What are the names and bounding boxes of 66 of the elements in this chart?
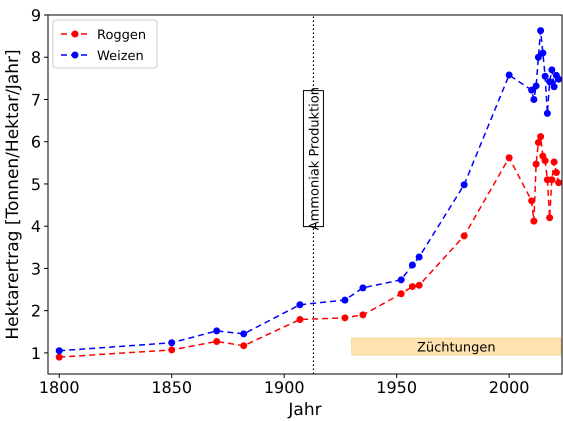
x-tick-label: 2000 — [488, 378, 530, 397]
point — [341, 296, 348, 304]
point — [416, 282, 423, 289]
point — [296, 316, 304, 324]
ref-line-label: Ammoniak Produktion — [307, 87, 322, 230]
point — [213, 327, 220, 334]
point — [530, 218, 538, 225]
x-tick-label: 1800 — [38, 378, 80, 397]
y-tick-label: 3 — [30, 259, 41, 278]
y-tick-label: 5 — [30, 174, 41, 194]
point — [359, 311, 366, 318]
point — [359, 284, 366, 292]
point — [532, 82, 540, 90]
y-tick-label: 6 — [30, 132, 41, 152]
y-axis-title: Hektarertrag [Tonnen/Hektar/Jahr] — [3, 49, 23, 340]
point — [460, 181, 468, 188]
point — [555, 76, 562, 83]
point — [542, 72, 549, 80]
x-tick-label: 1850 — [151, 378, 192, 397]
point — [506, 71, 513, 78]
point — [168, 339, 176, 346]
point — [542, 157, 549, 164]
legend-label: Weizen — [97, 49, 144, 64]
point — [548, 66, 556, 74]
y-tick-label: 2 — [30, 302, 41, 321]
point — [416, 254, 423, 261]
point — [213, 338, 220, 345]
point — [341, 314, 348, 322]
point — [460, 232, 468, 240]
point — [550, 83, 558, 90]
point — [408, 262, 416, 269]
point — [552, 169, 560, 176]
point — [296, 301, 304, 308]
point — [528, 86, 536, 94]
point — [534, 139, 542, 146]
point — [546, 214, 554, 222]
point — [546, 78, 554, 86]
y-tick-label: 1 — [30, 344, 41, 363]
x-tick-label: 1950 — [376, 378, 418, 397]
point — [168, 346, 176, 354]
point — [530, 96, 538, 103]
legend-label: Roggen — [97, 28, 146, 43]
point — [537, 27, 544, 34]
point — [240, 330, 248, 338]
y-tick-label: 9 — [30, 6, 41, 25]
point — [555, 179, 562, 186]
point — [544, 110, 551, 117]
y-tick-label: 7 — [30, 90, 41, 110]
point — [534, 54, 542, 61]
point — [56, 354, 63, 361]
point — [398, 290, 405, 298]
x-axis-title: Jahr — [287, 400, 322, 420]
point — [506, 154, 513, 162]
y-tick-label: 8 — [30, 48, 41, 68]
point — [56, 347, 63, 354]
point — [240, 342, 248, 350]
point — [408, 283, 416, 290]
point — [398, 276, 405, 284]
point — [550, 158, 558, 166]
point — [537, 133, 544, 140]
x-tick-label: 1900 — [264, 378, 305, 397]
point — [532, 160, 540, 168]
point — [528, 197, 536, 204]
band-label: Züchtungen — [416, 340, 496, 356]
y-tick-label: 4 — [30, 217, 41, 236]
point — [539, 50, 546, 57]
